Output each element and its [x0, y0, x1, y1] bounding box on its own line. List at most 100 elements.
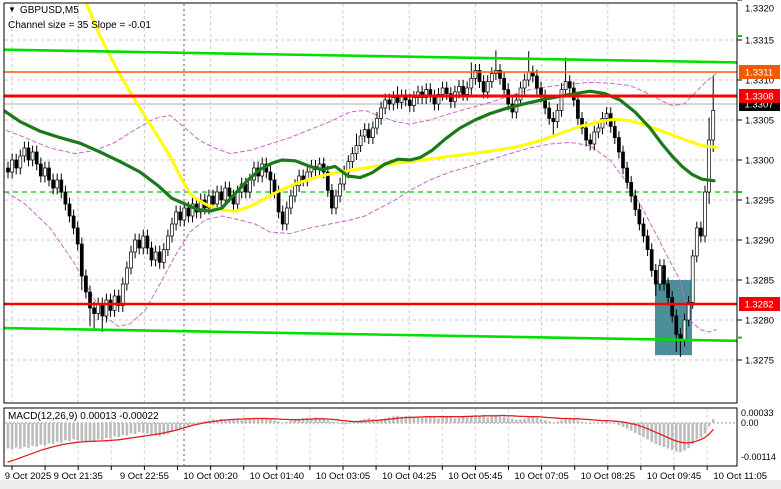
ma-yellow: [84, 3, 718, 213]
candle-body: [79, 243, 84, 277]
candle-body: [22, 147, 27, 157]
candle-body: [563, 81, 568, 90]
candle-body: [612, 126, 617, 138]
candle-body: [10, 159, 14, 173]
candle-body: [268, 171, 273, 181]
candle-body: [47, 167, 51, 181]
candle-body: [584, 127, 588, 141]
macd-indicator-label: MACD(12,26,9) 0.00013 -0.00022: [8, 411, 159, 422]
candle-body: [338, 183, 342, 197]
ma-green: [4, 89, 716, 213]
candle-body: [71, 215, 76, 229]
macd-axis-min: -0.00114: [741, 452, 776, 462]
symbol-title: ▼ GBPUSD,M5: [8, 5, 79, 17]
candle-body: [125, 267, 129, 285]
candle-body: [649, 249, 654, 271]
candle-body: [666, 283, 670, 298]
highlight-zone: [655, 280, 692, 356]
candle-body: [502, 78, 506, 90]
candle-body: [149, 247, 154, 261]
candle-body: [6, 167, 10, 173]
macd-axis-max: 0.00033: [741, 408, 774, 418]
candle-body: [424, 89, 429, 98]
candle-body: [272, 179, 277, 193]
candle-body: [67, 203, 72, 217]
candle-body: [617, 137, 621, 153]
candle-body: [92, 307, 96, 314]
price-tick-label: 1.3295: [745, 196, 774, 207]
channel-info-label: Channel size = 35 Slope = -0.01: [8, 20, 151, 31]
candle-body: [637, 209, 642, 225]
channel-lower: [4, 326, 737, 343]
price-tag-current: 1.3307: [744, 100, 773, 111]
candle-body: [358, 135, 363, 146]
time-tick-label: 10 Oct 03:05: [316, 471, 370, 482]
time-tick-label: 10 Oct 08:25: [581, 471, 635, 482]
candle-body: [334, 195, 338, 209]
candle-body: [137, 239, 142, 249]
candle-body: [440, 87, 445, 95]
candle-body: [161, 249, 166, 263]
time-tick-label: 9 Oct 21:35: [54, 471, 103, 482]
candle-body: [18, 155, 23, 169]
price-tick-label: 1.3315: [745, 36, 774, 47]
chevron-down-icon[interactable]: ▼: [8, 5, 16, 14]
candle-body: [330, 190, 334, 209]
macd-panel-border: [3, 407, 738, 467]
candle-body: [395, 97, 400, 103]
candle-body: [289, 195, 293, 209]
candle-body: [104, 299, 109, 317]
candle-body: [387, 99, 392, 105]
price-tag-resistance: 1.3308: [744, 92, 773, 103]
candle-body: [686, 302, 691, 321]
time-tick-label: 10 Oct 11:05: [713, 471, 767, 482]
candle-body: [703, 191, 707, 237]
candle-body: [30, 151, 35, 161]
price-tag-orange: 1.3311: [745, 68, 773, 79]
time-tick-label: 10 Oct 04:25: [382, 471, 436, 482]
candle-body: [535, 75, 539, 89]
candle-body: [207, 195, 211, 209]
candle-body: [592, 131, 597, 145]
candle-body: [707, 139, 711, 193]
candle-body: [182, 207, 187, 221]
price-tick-label: 1.3285: [745, 276, 774, 287]
candle-body: [219, 191, 224, 201]
candle-body: [711, 110, 716, 141]
price-tick-label: 1.3300: [745, 156, 774, 167]
candle-body: [120, 283, 125, 306]
candle-body: [604, 113, 609, 119]
candle-body: [629, 182, 634, 197]
candle-body: [166, 235, 170, 250]
candle-body: [625, 167, 629, 183]
candle-body: [477, 70, 482, 82]
candle-body: [14, 159, 19, 169]
candle-body: [658, 265, 662, 285]
candle-body: [223, 187, 228, 201]
candle-body: [412, 97, 416, 106]
candle-body: [141, 235, 146, 249]
candle-body: [34, 151, 39, 165]
candle-body: [116, 295, 121, 306]
candle-body: [580, 118, 584, 129]
price-tick-label: 1.3280: [745, 316, 774, 327]
candle-body: [645, 235, 650, 250]
main-panel: [4, 3, 737, 402]
candle-body: [43, 167, 47, 177]
candle-body: [674, 315, 679, 335]
symbol-label: GBPUSD,M5: [19, 5, 79, 16]
candle-body: [26, 147, 31, 161]
candle-body: [362, 129, 367, 137]
candle-body: [662, 265, 666, 285]
candle-body: [88, 291, 92, 309]
candle-body: [473, 70, 478, 79]
price-axis: 1.3320 1.3315 1.3310 1.3305 1.3300 1.3295 1.32…: [737, 0, 780, 462]
candle-body: [280, 211, 285, 225]
candle-body: [371, 127, 375, 138]
candle-body: [498, 70, 502, 79]
candle-body: [407, 99, 412, 106]
candle-body: [276, 191, 281, 213]
candle-body: [469, 78, 474, 89]
candle-body: [522, 79, 527, 89]
